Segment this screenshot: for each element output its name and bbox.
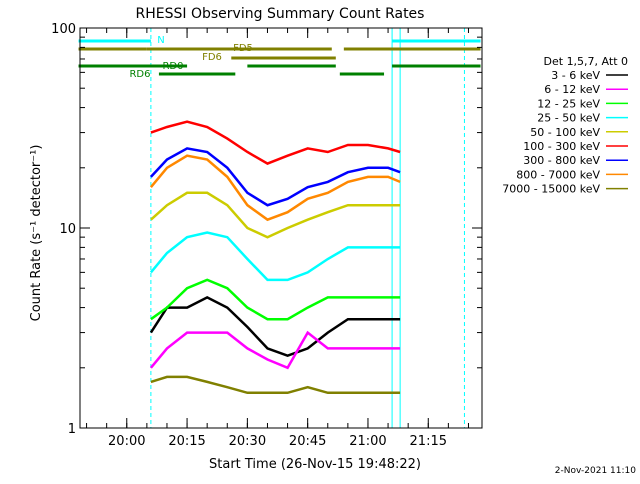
legend-title: Det 1,5,7, Att 0 [544, 55, 628, 68]
series-line [150, 375, 401, 395]
flag-bar-label: RD6 [129, 69, 150, 80]
date-stamp: 2-Nov-2021 11:10 [555, 466, 637, 476]
y-axis-label: Count Rate (s⁻¹ detector⁻¹) [29, 145, 44, 322]
legend-label: 7000 - 15000 keV [502, 183, 600, 196]
flag-bar-label: FD6 [202, 52, 222, 63]
legend-label: 300 - 800 keV [523, 154, 600, 167]
legend-label: 100 - 300 keV [523, 140, 600, 153]
y-tick-label: 1 [68, 422, 76, 437]
x-axis-label: Start Time (26-Nov-15 19:48:22) [209, 457, 421, 472]
flag-bar-label: FD5 [233, 43, 253, 54]
series-line [149, 330, 401, 370]
series-line [150, 120, 401, 165]
legend-label: 800 - 7000 keV [516, 168, 600, 181]
flag-bar-label: RD0 [162, 61, 183, 72]
axes: 1 10 100 20:00 20:15 20:30 20:45 21:00 21:15 [51, 22, 483, 449]
series-line [150, 278, 401, 321]
x-tick-label: 21:15 [410, 434, 447, 449]
y-tick-label: 10 [59, 222, 76, 237]
legend-label: 6 - 12 keV [544, 83, 600, 96]
x-tick-label: 21:00 [349, 434, 386, 449]
x-tick-label: 20:45 [289, 434, 326, 449]
chart-title: RHESSI Observing Summary Count Rates [136, 6, 425, 22]
legend-label: 50 - 100 keV [530, 126, 600, 139]
legend-label: 3 - 6 keV [551, 69, 600, 82]
series-line [149, 295, 401, 358]
series-line [149, 154, 401, 222]
series-line [149, 147, 401, 207]
legend-label: 25 - 50 keV [537, 112, 600, 125]
y-tick-label: 100 [51, 22, 76, 37]
legend-label: 12 - 25 keV [537, 97, 600, 110]
series-line [150, 191, 401, 239]
series-line [149, 231, 401, 282]
plot-area: N FD5 FD6 RD0 RD6 [78, 28, 481, 428]
x-tick-label: 20:15 [168, 434, 205, 449]
x-tick-label: 20:00 [108, 434, 145, 449]
x-tick-label: 20:30 [229, 434, 266, 449]
flag-bar-label: N [157, 35, 164, 46]
